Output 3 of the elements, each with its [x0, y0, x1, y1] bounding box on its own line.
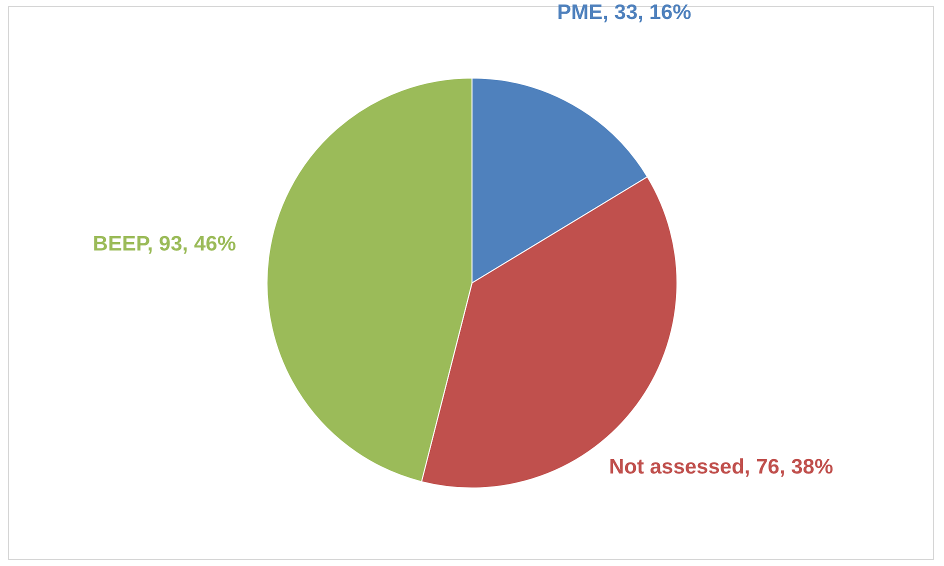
slice-label: BEEP, 93, 46% [92, 232, 236, 256]
slice-label: PME, 33, 16% [557, 0, 692, 24]
slice-label: Not assessed, 76, 38% [609, 456, 834, 479]
